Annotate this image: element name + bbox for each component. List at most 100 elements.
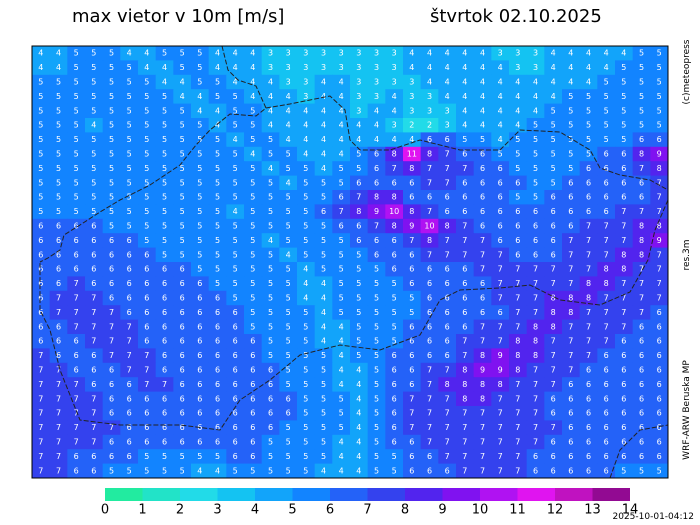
colorbar-label: 13 <box>584 503 601 518</box>
wind-cell <box>297 319 316 335</box>
wind-value: 3 <box>427 92 432 101</box>
wind-value: 5 <box>180 135 185 144</box>
wind-value: 5 <box>303 423 308 432</box>
wind-value: 5 <box>286 164 291 173</box>
wind-cell <box>597 218 616 234</box>
wind-value: 6 <box>639 438 644 447</box>
wind-value: 7 <box>480 452 485 461</box>
wind-value: 5 <box>639 121 644 130</box>
wind-cell <box>367 290 386 306</box>
wind-value: 7 <box>621 279 626 288</box>
wind-cell <box>456 362 475 378</box>
wind-value: 7 <box>109 337 114 346</box>
wind-value: 4 <box>445 63 450 72</box>
colorbar-label: 3 <box>213 503 221 518</box>
wind-value: 4 <box>498 121 503 130</box>
wind-value: 4 <box>303 279 308 288</box>
wind-value: 8 <box>621 250 626 259</box>
wind-value: 7 <box>498 452 503 461</box>
wind-value: 4 <box>568 78 573 87</box>
wind-value: 5 <box>109 78 114 87</box>
wind-cell <box>544 406 563 421</box>
wind-cell <box>597 449 616 465</box>
wind-cell <box>632 89 651 105</box>
wind-cell <box>403 391 422 407</box>
wind-value: 6 <box>74 466 79 475</box>
wind-cell <box>367 362 386 378</box>
wind-cell <box>49 434 68 450</box>
wind-cell <box>173 362 192 378</box>
wind-value: 3 <box>286 63 291 72</box>
wind-cell <box>615 449 634 465</box>
wind-cell <box>49 449 68 465</box>
wind-value: 8 <box>621 265 626 274</box>
wind-value: 6 <box>409 366 414 375</box>
wind-value: 7 <box>533 409 538 418</box>
wind-cell <box>403 305 422 321</box>
wind-value: 7 <box>515 394 520 403</box>
border <box>265 95 669 191</box>
wind-value: 5 <box>480 135 485 144</box>
wind-value: 5 <box>91 49 96 58</box>
wind-value: 6 <box>144 394 149 403</box>
wind-cell <box>332 247 351 263</box>
wind-value: 7 <box>568 279 573 288</box>
wind-cell <box>350 463 369 479</box>
wind-value: 5 <box>268 207 273 216</box>
wind-value: 5 <box>180 164 185 173</box>
wind-cell <box>350 276 369 292</box>
wind-cell <box>367 377 386 393</box>
wind-cell <box>544 319 563 335</box>
wind-cell <box>173 175 192 191</box>
wind-value: 6 <box>498 207 503 216</box>
wind-value: 5 <box>551 106 556 115</box>
wind-cell <box>509 463 528 479</box>
wind-cell <box>615 161 634 177</box>
wind-value: 6 <box>180 265 185 274</box>
wind-value: 5 <box>91 135 96 144</box>
wind-value: 5 <box>197 164 202 173</box>
wind-cell <box>244 262 263 277</box>
wind-cell <box>350 175 369 191</box>
wind-value: 6 <box>38 236 43 245</box>
wind-value: 7 <box>480 250 485 259</box>
wind-cell <box>491 190 510 205</box>
wind-cell <box>385 175 404 191</box>
wind-cell <box>632 348 651 364</box>
wind-value: 5 <box>321 351 326 360</box>
wind-value: 6 <box>197 438 202 447</box>
wind-cell <box>138 161 157 177</box>
wind-value: 8 <box>374 193 379 202</box>
wind-cell <box>244 276 263 292</box>
wind-cell <box>650 74 669 90</box>
wind-value: 5 <box>215 222 220 231</box>
wind-cell <box>102 146 121 162</box>
wind-cell <box>438 406 457 421</box>
wind-cell <box>438 146 457 162</box>
wind-cell <box>102 247 121 263</box>
wind-value: 7 <box>144 380 149 389</box>
wind-value: 5 <box>162 250 167 259</box>
wind-value: 3 <box>268 63 273 72</box>
wind-cell <box>350 290 369 306</box>
wind-cell <box>597 175 616 191</box>
wind-cell <box>173 218 192 234</box>
wind-cell <box>191 46 210 61</box>
wind-value: 6 <box>374 178 379 187</box>
wind-value: 8 <box>551 308 556 317</box>
wind-cell <box>438 103 457 119</box>
wind-cell <box>49 391 68 407</box>
wind-cell <box>173 103 192 119</box>
wind-cell <box>473 262 492 277</box>
wind-value: 7 <box>427 423 432 432</box>
wind-value: 5 <box>56 178 61 187</box>
wind-cell <box>138 334 157 349</box>
wind-value: 5 <box>109 222 114 231</box>
wind-value: 5 <box>250 178 255 187</box>
wind-cell <box>579 305 598 321</box>
wind-cell <box>526 60 545 76</box>
wind-cell <box>49 305 68 321</box>
wind-value: 8 <box>533 351 538 360</box>
wind-value: 7 <box>74 423 79 432</box>
wind-cell <box>473 406 492 421</box>
